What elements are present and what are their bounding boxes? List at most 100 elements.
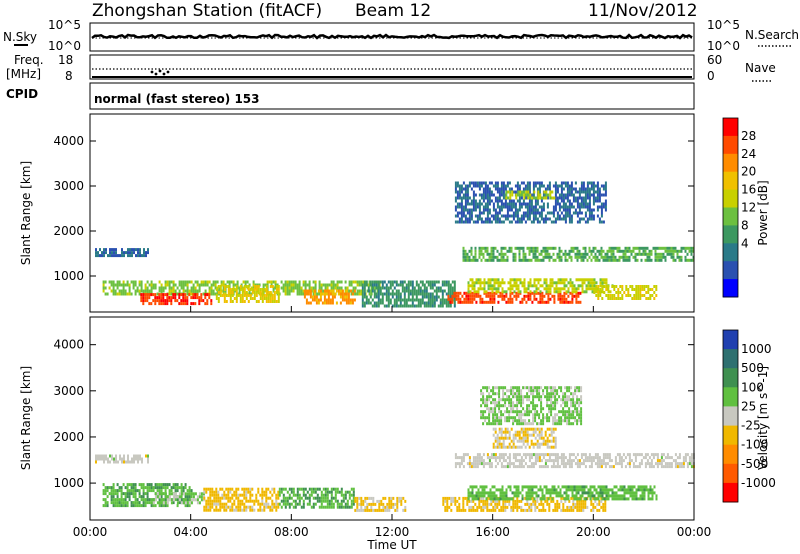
data-cell <box>143 251 145 255</box>
data-cell <box>591 281 594 285</box>
data-cell <box>606 249 609 253</box>
data-cell <box>596 190 599 194</box>
data-cell <box>652 465 655 469</box>
data-cell <box>551 488 554 492</box>
freq-blip <box>150 69 170 76</box>
freq-panel <box>89 54 695 80</box>
data-cell <box>364 508 367 512</box>
data-cell <box>474 205 477 209</box>
data-cell <box>168 489 171 493</box>
data-cell <box>447 280 450 284</box>
data-cell <box>304 487 307 491</box>
data-cell <box>598 459 601 463</box>
data-cell <box>530 401 533 405</box>
data-cell <box>528 208 531 212</box>
data-cell <box>490 220 493 224</box>
data-cell <box>554 459 557 463</box>
data-cell <box>570 462 573 466</box>
data-cell <box>116 286 119 290</box>
data-cell <box>384 508 387 512</box>
data-cell <box>142 296 145 300</box>
data-cell <box>480 404 483 408</box>
data-cell <box>495 497 498 501</box>
data-cell <box>593 288 596 291</box>
data-cell <box>501 278 504 282</box>
data-cell <box>631 485 634 489</box>
data-cell <box>429 298 432 302</box>
data-cell <box>575 488 578 492</box>
data-cell <box>508 398 511 402</box>
data-cell <box>128 492 131 496</box>
data-cell <box>156 492 159 496</box>
data-cell <box>508 187 511 191</box>
data-cell <box>646 252 649 256</box>
data-cell <box>347 298 350 302</box>
data-cell <box>480 459 483 463</box>
data-cell <box>222 289 225 293</box>
data-cell <box>186 501 189 505</box>
data-cell <box>624 249 627 253</box>
data-cell <box>144 498 147 502</box>
data-cell <box>502 181 505 185</box>
data-cell <box>336 505 339 509</box>
data-cell <box>364 496 367 500</box>
data-cell <box>564 205 567 209</box>
data-cell <box>140 498 143 502</box>
data-cell <box>548 453 551 457</box>
data-cell <box>532 386 535 390</box>
data-cell <box>520 416 523 420</box>
data-cell <box>556 465 559 469</box>
data-cell <box>284 289 287 293</box>
data-cell <box>580 184 583 188</box>
data-cell <box>472 205 475 209</box>
data-cell <box>579 291 582 295</box>
data-cell <box>312 286 315 290</box>
data-cell <box>584 205 587 209</box>
data-cell <box>158 498 161 502</box>
data-cell <box>267 297 270 300</box>
data-cell <box>557 485 560 489</box>
data-cell <box>384 505 387 509</box>
data-cell <box>570 214 573 218</box>
data-cell <box>178 492 181 496</box>
data-cell <box>486 217 489 221</box>
data-cell <box>592 249 595 253</box>
data-cell <box>660 462 663 466</box>
data-cell <box>506 505 509 509</box>
data-cell <box>95 454 97 458</box>
data-cell <box>570 508 573 512</box>
data-cell <box>112 289 115 293</box>
data-cell <box>572 193 575 197</box>
data-cell <box>623 488 626 492</box>
data-cell <box>375 280 378 284</box>
data-cell <box>554 246 557 250</box>
data-cell <box>234 283 237 287</box>
data-cell <box>601 485 604 489</box>
data-cell <box>277 300 280 303</box>
data-cell <box>551 497 554 501</box>
data-cell <box>170 489 173 493</box>
data-cell <box>644 465 647 469</box>
data-cell <box>627 491 630 495</box>
data-cell <box>492 505 495 509</box>
data-cell <box>192 293 195 297</box>
data-cell <box>150 504 153 508</box>
data-cell <box>275 285 278 288</box>
data-cell <box>674 465 677 469</box>
data-cell <box>578 211 581 215</box>
data-cell <box>158 504 161 508</box>
data-cell <box>622 459 625 463</box>
data-cell <box>520 499 523 503</box>
data-cell <box>653 491 656 495</box>
data-cell <box>550 459 553 463</box>
data-cell <box>162 486 165 490</box>
data-cell <box>489 284 492 288</box>
data-cell <box>653 485 656 489</box>
data-cell <box>664 465 667 469</box>
data-cell <box>231 505 234 509</box>
data-cell <box>396 505 399 509</box>
data-cell <box>530 193 533 197</box>
data-cell <box>581 494 584 498</box>
data-cell <box>223 294 226 297</box>
data-cell <box>464 196 467 200</box>
